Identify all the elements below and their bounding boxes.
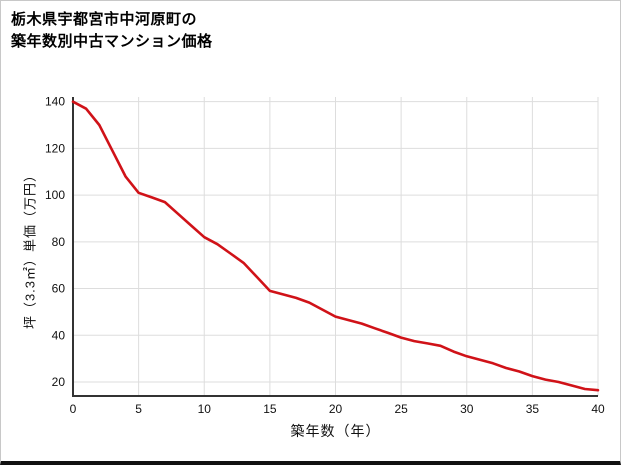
x-tick-label: 5 — [135, 402, 142, 416]
y-tick-label: 60 — [52, 282, 66, 296]
x-tick-label: 0 — [70, 402, 77, 416]
y-axis-title: 坪（3.3㎡）単価（万円） — [22, 167, 38, 330]
y-tick-label: 120 — [45, 141, 65, 155]
x-tick-label: 40 — [591, 402, 605, 416]
x-tick-label: 10 — [198, 402, 212, 416]
x-tick-label: 15 — [263, 402, 277, 416]
y-tick-label: 20 — [52, 375, 66, 389]
y-tick-label: 40 — [52, 328, 66, 342]
x-tick-label: 35 — [526, 402, 540, 416]
x-tick-label: 20 — [329, 402, 343, 416]
y-tick-label: 100 — [45, 188, 65, 202]
chart-title: 栃木県宇都宮市中河原町の 築年数別中古マンション価格 — [11, 9, 213, 53]
x-tick-label: 25 — [394, 402, 408, 416]
chart-title-line-2: 築年数別中古マンション価格 — [11, 32, 213, 50]
x-tick-label: 30 — [460, 402, 474, 416]
chart-title-line-1: 栃木県宇都宮市中河原町の — [11, 11, 198, 28]
x-axis-title: 築年数（年） — [290, 423, 381, 439]
y-tick-label: 80 — [52, 235, 66, 249]
y-tick-label: 140 — [45, 95, 65, 109]
price-line — [71, 100, 600, 392]
